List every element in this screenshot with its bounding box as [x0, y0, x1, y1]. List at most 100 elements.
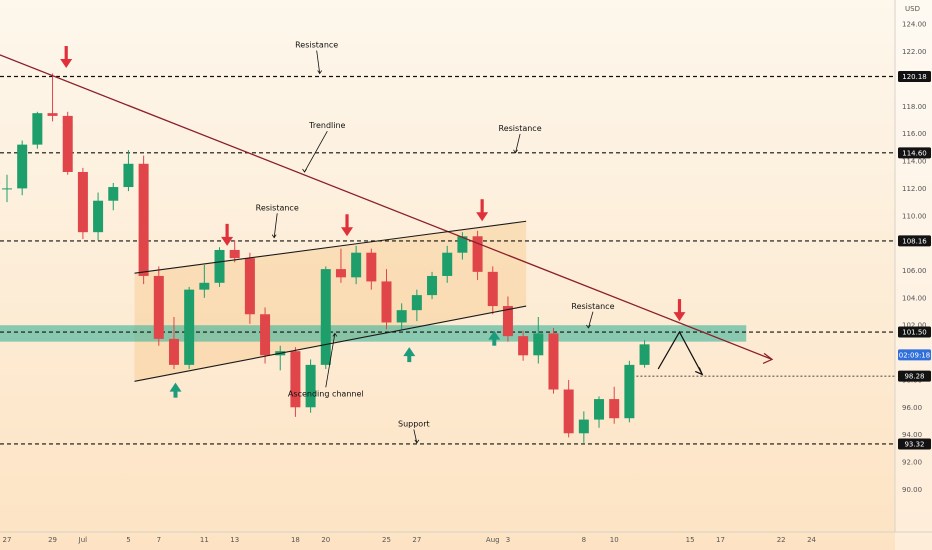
candle-body: [396, 310, 407, 323]
x-tick-label: Jul: [78, 536, 88, 544]
x-tick-label: 18: [291, 536, 300, 544]
annotation-label: Resistance: [571, 302, 614, 311]
annotation-pointer-head: [513, 149, 518, 154]
projection-path: [657, 330, 703, 375]
candle-body: [366, 252, 377, 282]
x-tick-label: 27: [3, 536, 12, 544]
channel-upper-line: [134, 220, 527, 274]
countdown-badge-label: 02:09:18: [899, 351, 930, 359]
down-arrow-shaft: [225, 223, 229, 238]
price-badge: [898, 235, 931, 247]
annotation-pointer-head: [332, 332, 338, 337]
candle-body: [168, 338, 179, 365]
candle-body: [305, 364, 316, 408]
candle-body: [214, 249, 225, 283]
x-tick-label: 25: [382, 536, 391, 544]
down-arrow-shaft: [480, 199, 484, 214]
annotation-label: Resistance: [499, 124, 542, 133]
candle-body: [594, 399, 605, 420]
x-tick-label: 20: [321, 536, 330, 544]
y-tick-label: 92.00: [902, 459, 922, 467]
down-arrow-head: [221, 236, 234, 246]
annotation-label: Resistance: [256, 203, 299, 212]
candle-body: [184, 289, 195, 365]
candle-body: [2, 188, 12, 190]
annotation-pointer-head: [317, 70, 323, 75]
price-badge-label: 108.16: [902, 237, 927, 245]
up-arrow-shaft: [492, 338, 497, 346]
annotations-layer: Resistance Trendline Resistance Resistance R…: [256, 40, 615, 444]
candle-body: [533, 333, 544, 356]
down-arrow-head: [476, 212, 489, 222]
price-badge-label: 120.18: [902, 73, 927, 81]
x-tick-label: 15: [686, 536, 695, 544]
candle-body: [260, 314, 271, 356]
candle-body: [335, 269, 346, 278]
candle-body: [93, 200, 104, 233]
annotation-pointer-head: [414, 439, 420, 444]
x-tick-label: 5: [126, 536, 130, 544]
y-tick-label: 102.00: [902, 322, 927, 330]
annotation-label: Resistance: [295, 40, 338, 49]
candle-body: [62, 115, 73, 172]
candle-body: [502, 306, 513, 337]
annotation-pointer: [325, 333, 336, 388]
candle-body: [77, 171, 88, 233]
down-arrow-head: [673, 312, 686, 322]
candle-body: [320, 269, 331, 365]
annotation-pointer: [515, 133, 521, 153]
y-tick-label: 116.00: [902, 130, 927, 138]
candle-body: [47, 113, 58, 116]
arrows-layer: [60, 46, 686, 398]
down-arrow-head: [60, 59, 73, 69]
projection-arrowhead: [695, 367, 704, 376]
y-tick-label: 118.00: [902, 103, 927, 111]
candle-body: [563, 389, 574, 434]
candle-body: [457, 236, 468, 253]
x-tick-label: 27: [412, 536, 421, 544]
candle-body: [548, 333, 559, 390]
channel-lower-line: [134, 305, 527, 382]
price-badge-label: 114.60: [902, 149, 927, 157]
levels-layer: [0, 75, 895, 445]
down-arrow-head: [341, 227, 354, 237]
y-tick-label: 90.00: [902, 486, 922, 494]
annotation-label: Ascending channel: [288, 389, 364, 398]
candle-body: [381, 281, 392, 323]
candle-body: [578, 419, 589, 434]
price-badge: [898, 147, 931, 159]
y-tick-label: 124.00: [902, 21, 927, 29]
price-badge-label: 101.50: [902, 329, 927, 337]
candle-body: [639, 344, 650, 365]
candle-body: [108, 187, 119, 201]
annotation-pointer: [273, 213, 278, 238]
x-tick-label: 8: [582, 536, 586, 544]
x-tick-label: 3: [506, 536, 510, 544]
y-tick-label: 122.00: [902, 48, 927, 56]
price-badge: [898, 326, 931, 338]
x-tick-label: 11: [200, 536, 209, 544]
x-axis: 27 29 Jul 5 7 11 13 18 20 25 27 Aug 3 8 10 15 17 22 24: [3, 536, 817, 544]
x-tick-label: 17: [716, 536, 725, 544]
x-tick-label: 7: [157, 536, 161, 544]
candle-body: [442, 252, 453, 276]
price-badge-label: 98.28: [904, 373, 924, 381]
up-arrow-shaft: [173, 390, 178, 398]
candle-body: [199, 282, 210, 290]
trendline: [0, 54, 773, 361]
candle-body: [32, 113, 43, 145]
up-arrow-head: [403, 347, 416, 357]
price-badge: [898, 370, 931, 382]
candle-body: [244, 258, 255, 315]
annotation-pointer-head: [271, 234, 277, 239]
support-zone: [0, 325, 747, 342]
candle-body: [427, 275, 438, 296]
candle-body: [518, 336, 529, 356]
currency-label: USD: [905, 5, 920, 13]
candle-body: [609, 399, 620, 419]
candle-body: [138, 163, 149, 276]
x-tick-label: 29: [48, 536, 57, 544]
